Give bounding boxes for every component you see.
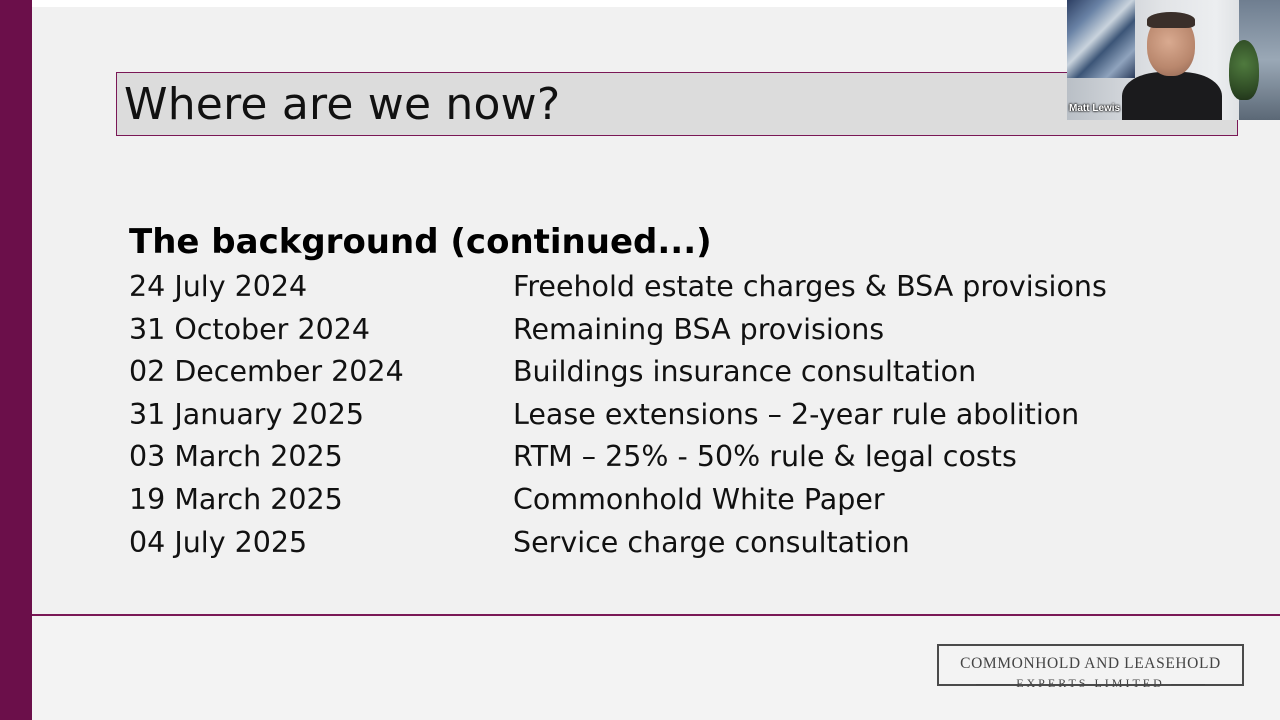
timeline-description: RTM – 25% - 50% rule & legal costs (513, 440, 1017, 474)
timeline-description: Buildings insurance consultation (513, 355, 977, 389)
timeline-row: 04 July 2025 Service charge consultation (129, 526, 1169, 569)
timeline-date: 02 December 2024 (129, 355, 404, 389)
timeline-date: 04 July 2025 (129, 525, 308, 559)
logo-line-secondary-text: EXPERTS LIMITED (1016, 676, 1165, 690)
timeline-row: 31 January 2025 Lease extensions – 2-yea… (129, 398, 1169, 441)
timeline-date: 31 January 2025 (129, 397, 364, 431)
footer-divider (32, 614, 1280, 616)
timeline-row: 02 December 2024 Buildings insurance con… (129, 355, 1169, 398)
company-logo: COMMONHOLD AND LEASEHOLD EXPERTS LIMITED (937, 644, 1244, 690)
slide-title-box: Where are we now? (116, 72, 1238, 136)
participant-hair (1147, 12, 1195, 28)
slide-accent-bar (0, 0, 32, 720)
timeline-list: 24 July 2024 Freehold estate charges & B… (129, 270, 1169, 568)
timeline-description: Service charge consultation (513, 525, 910, 559)
slide-title: Where are we now? (124, 79, 561, 130)
slide-subheading: The background (continued...) (129, 222, 712, 262)
logo-rule-right (1170, 683, 1205, 685)
timeline-description: Commonhold White Paper (513, 482, 885, 516)
slide-top-strip (32, 0, 1280, 7)
timeline-date: 19 March 2025 (129, 482, 343, 516)
timeline-description: Freehold estate charges & BSA provisions (513, 270, 1107, 303)
timeline-date: 03 March 2025 (129, 440, 343, 474)
logo-line-primary: COMMONHOLD AND LEASEHOLD (960, 655, 1221, 672)
timeline-row: 24 July 2024 Freehold estate charges & B… (129, 270, 1169, 313)
timeline-date: 31 October 2024 (129, 312, 370, 346)
timeline-description: Lease extensions – 2-year rule abolition (513, 397, 1080, 431)
timeline-description: Remaining BSA provisions (513, 312, 885, 346)
video-wall-painting (1067, 0, 1135, 78)
participant-name-label: Matt Lewis (1069, 103, 1121, 114)
logo-line-secondary: EXPERTS LIMITED (939, 676, 1242, 690)
video-plant (1229, 40, 1259, 100)
timeline-row: 03 March 2025 RTM – 25% - 50% rule & leg… (129, 440, 1169, 483)
logo-rule-left (976, 683, 1011, 685)
timeline-date: 24 July 2024 (129, 270, 308, 303)
participant-body (1122, 72, 1222, 120)
timeline-row: 31 October 2024 Remaining BSA provisions (129, 313, 1169, 356)
participant-video-tile[interactable]: Matt Lewis (1067, 0, 1280, 120)
timeline-row: 19 March 2025 Commonhold White Paper (129, 483, 1169, 526)
